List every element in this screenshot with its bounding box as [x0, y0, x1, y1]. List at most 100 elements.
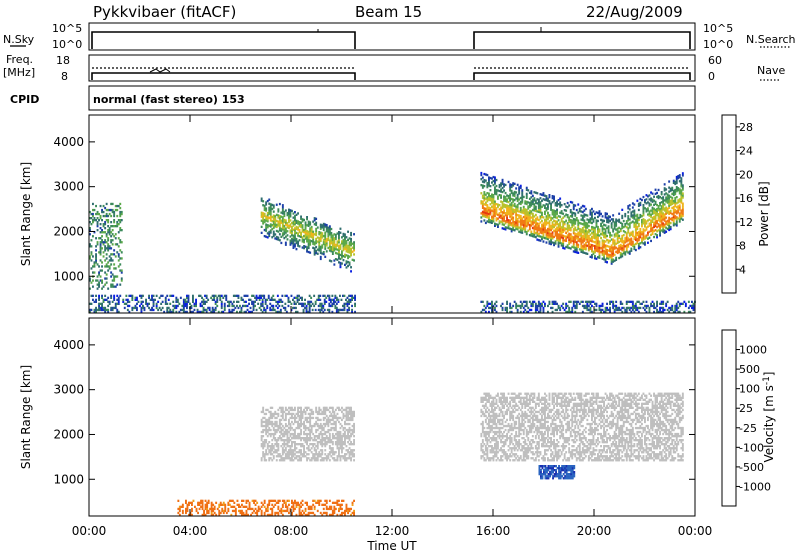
date-label: 22/Aug/2009 [586, 3, 683, 21]
echo-cell [101, 302, 103, 305]
echo-cell [483, 179, 486, 182]
echo-cell [104, 310, 107, 314]
echo-cell [530, 192, 533, 195]
echo-cell [481, 202, 484, 205]
echo-cell [577, 231, 580, 234]
echo-cell [333, 243, 336, 246]
echo-cell [519, 310, 522, 314]
echo-cell [692, 302, 695, 305]
echo-cell [651, 304, 654, 308]
echo-cell [521, 304, 524, 308]
echo-cell [311, 308, 314, 312]
echo-cell [675, 306, 678, 310]
echo-cell [489, 221, 492, 224]
echo-cell [280, 211, 283, 214]
echo-cell [512, 200, 515, 203]
echo-cell [334, 300, 337, 303]
echo-cell [575, 249, 578, 252]
echo-cell [651, 192, 654, 195]
echo-cell [266, 422, 269, 426]
echo-cell [533, 225, 536, 228]
echo-cell [312, 240, 315, 243]
echo-cell [328, 410, 331, 414]
echo-cell [265, 235, 268, 238]
echo-cell [107, 310, 110, 314]
echo-cell [521, 217, 524, 220]
echo-cell [489, 410, 492, 414]
echo-cell [101, 294, 103, 297]
echo-cell [674, 199, 677, 202]
echo-cell [509, 193, 512, 196]
echo-cell [223, 308, 226, 312]
echo-cell [95, 310, 97, 314]
echo-cell [339, 243, 342, 246]
echo-cell [341, 439, 343, 442]
echo-cell [622, 240, 625, 243]
echo-cell [307, 222, 310, 225]
echo-cell [260, 445, 263, 448]
echo-cell [551, 225, 554, 228]
echo-cell [281, 406, 284, 409]
echo-cell [321, 252, 324, 255]
echo-cell [565, 245, 568, 249]
echo-cell [321, 432, 324, 436]
echo-cell [483, 211, 486, 214]
echo-cell [589, 245, 592, 248]
echo-cell [283, 210, 286, 214]
echo-cell [656, 236, 658, 239]
echo-cell [642, 232, 645, 235]
echo-cell [341, 451, 343, 454]
echo-cell [303, 424, 305, 428]
echo-cell [314, 302, 317, 305]
echo-cell [568, 226, 571, 229]
echo-cell [665, 210, 668, 213]
echo-cell [348, 406, 351, 409]
echo-cell [208, 306, 211, 310]
echo-cell [152, 302, 155, 305]
echo-cell [213, 294, 216, 297]
echo-cell [669, 189, 672, 192]
echo-cell [331, 422, 334, 426]
echo-cell [325, 437, 328, 440]
echo-cell [295, 310, 297, 314]
echo-cell [341, 455, 343, 458]
echo-cell [536, 218, 539, 221]
echo-cell [281, 439, 284, 442]
echo-cell [559, 221, 562, 224]
echo-cell [548, 234, 551, 237]
echo-cell [653, 235, 655, 239]
echo-cell [265, 408, 268, 412]
echo-cell [654, 208, 657, 212]
echo-cell [618, 218, 621, 221]
echo-cell [331, 426, 334, 430]
echo-cell [304, 441, 307, 444]
echo-cell [601, 239, 604, 242]
echo-cell [492, 447, 495, 450]
echo-cell [618, 240, 621, 244]
echo-cell [98, 296, 100, 299]
echo-cell [207, 298, 210, 301]
echo-cell [348, 308, 350, 312]
echo-cell [607, 217, 610, 220]
echo-cell [89, 287, 91, 290]
echo-cell [636, 231, 639, 235]
echo-cell [281, 451, 284, 454]
echo-cell [547, 211, 549, 214]
echo-cell [680, 199, 683, 202]
echo-cell [610, 222, 613, 225]
echo-cell [286, 224, 289, 227]
echo-cell [637, 216, 640, 220]
echo-cell [565, 231, 568, 234]
echo-cell [324, 439, 327, 442]
echo-cell [662, 198, 665, 201]
echo-cell [571, 213, 574, 216]
echo-cell [272, 216, 275, 219]
echo-cell [568, 310, 571, 314]
echo-cell [657, 188, 660, 192]
echo-cell [668, 310, 671, 314]
echo-cell [307, 449, 310, 452]
echo-cell [660, 207, 663, 210]
echo-cell [111, 239, 114, 242]
echo-cell [524, 202, 527, 205]
echo-cell [495, 300, 498, 303]
